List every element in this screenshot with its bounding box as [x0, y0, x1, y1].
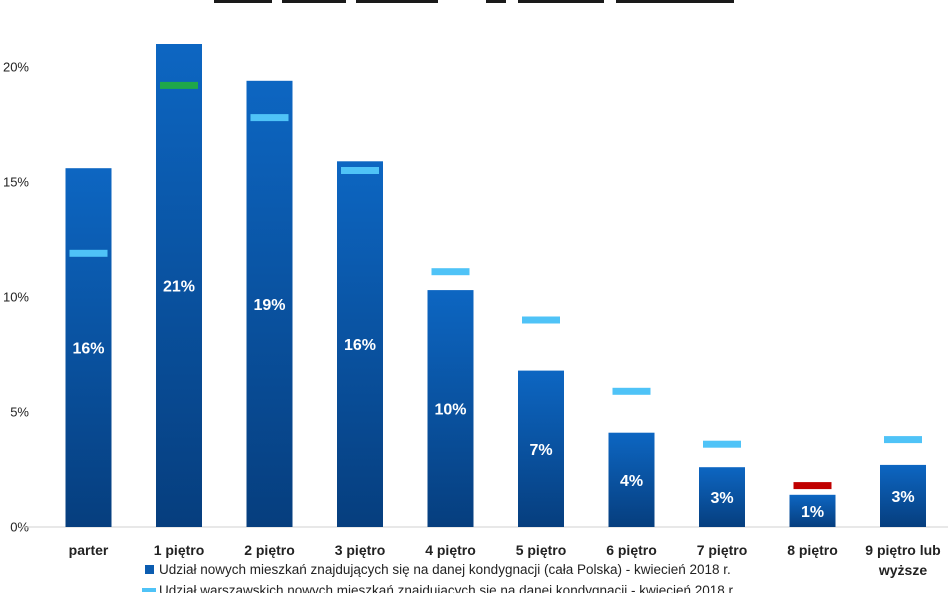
x-tick-label: 5 piętro	[516, 542, 567, 558]
y-tick-label: 10%	[3, 290, 29, 305]
legend-label: Udział warszawskich nowych mieszkań znaj…	[159, 583, 736, 593]
data-label: 4%	[620, 473, 643, 490]
legend-swatch-marker	[142, 588, 156, 592]
y-tick-label: 15%	[3, 175, 29, 190]
marker	[69, 249, 108, 257]
data-label: 3%	[710, 490, 733, 507]
x-tick-label: 7 piętro	[697, 542, 748, 558]
x-tick-label: 6 piętro	[606, 542, 657, 558]
marker	[431, 268, 470, 276]
x-tick-label: 1 piętro	[154, 542, 205, 558]
bar	[427, 290, 474, 527]
data-label: 16%	[344, 337, 376, 354]
x-axis: parter 1 piętro 2 piętro 3 piętro 4 piętro 5 …	[69, 542, 941, 578]
x-tick-label: wyższe	[878, 562, 927, 578]
x-tick-label: 2 piętro	[244, 542, 295, 558]
marker	[250, 114, 289, 122]
data-label: 16%	[72, 341, 104, 358]
bar	[65, 168, 112, 527]
data-label: 1%	[801, 504, 824, 521]
y-axis: 0% 5% 10% 15% 20%	[3, 60, 29, 535]
bar	[246, 80, 293, 528]
data-label: 21%	[163, 279, 195, 296]
x-tick-label: 3 piętro	[335, 542, 386, 558]
marker	[612, 387, 651, 395]
marker	[793, 482, 832, 490]
marker	[160, 81, 198, 89]
data-label: 19%	[253, 297, 285, 314]
marker	[703, 440, 741, 448]
legend-label: Udział nowych mieszkań znajdujących się …	[159, 562, 731, 577]
y-tick-label: 5%	[10, 405, 29, 420]
x-tick-label: 9 piętro lub	[865, 542, 940, 558]
bar	[337, 161, 383, 528]
y-tick-label: 0%	[10, 520, 29, 535]
bar	[789, 494, 836, 527]
bar	[156, 44, 202, 527]
title-fragment	[214, 0, 734, 3]
legend-swatch-bar	[145, 565, 154, 574]
data-label: 7%	[529, 442, 552, 459]
bar	[880, 464, 926, 527]
marker	[522, 316, 560, 324]
marker	[884, 436, 922, 444]
data-label: 3%	[891, 489, 914, 506]
y-tick-label: 20%	[3, 60, 29, 75]
data-labels: 16% 21% 19% 16% 10% 7% 4% 3% 1% 3%	[72, 279, 914, 521]
bar	[608, 432, 655, 527]
bar	[699, 467, 745, 527]
markers	[69, 81, 922, 490]
legend: Udział nowych mieszkań znajdujących się …	[142, 562, 736, 593]
marker	[341, 167, 379, 174]
data-label: 10%	[434, 402, 466, 419]
x-tick-label: parter	[69, 542, 109, 558]
x-tick-label: 8 piętro	[787, 542, 838, 558]
bar	[518, 370, 564, 527]
x-tick-label: 4 piętro	[425, 542, 476, 558]
bars	[65, 44, 926, 528]
